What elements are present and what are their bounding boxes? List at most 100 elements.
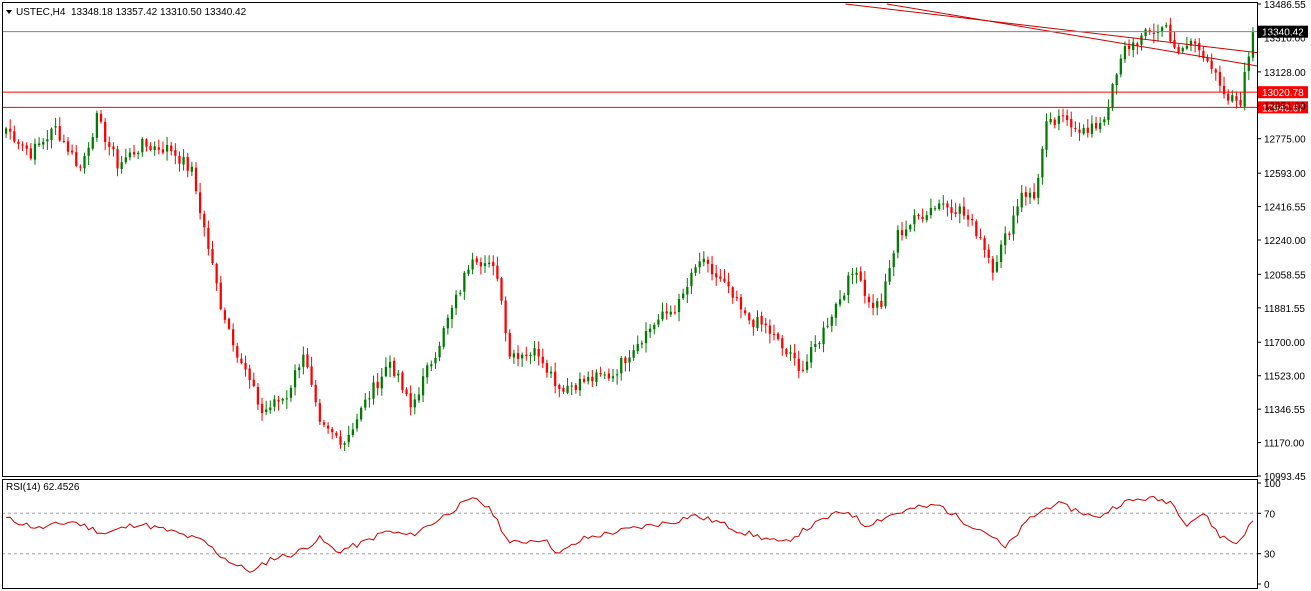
candle	[182, 149, 185, 171]
candle	[347, 425, 350, 447]
candle	[46, 130, 49, 150]
candle-body	[814, 343, 817, 347]
candle	[471, 252, 474, 275]
candle	[269, 400, 272, 414]
candle-body	[459, 292, 462, 294]
candle	[892, 250, 895, 277]
rsi-pane-border	[2, 479, 1258, 589]
candle-body	[372, 382, 375, 399]
candle-body	[578, 378, 582, 391]
candle	[302, 346, 305, 375]
candle	[99, 109, 103, 124]
rsi-pane[interactable]: 100 70 30 0	[2, 479, 1281, 591]
candle-body	[880, 300, 883, 307]
candle-body	[582, 378, 586, 382]
candle	[467, 264, 470, 276]
candle	[281, 397, 284, 405]
y-tick-label: 11346.55	[1264, 405, 1305, 416]
candle	[764, 317, 767, 334]
candle-body	[161, 149, 165, 153]
candle	[236, 342, 239, 363]
candle	[624, 355, 627, 372]
candle	[917, 213, 920, 220]
candle	[863, 270, 866, 304]
candle	[1070, 111, 1073, 137]
candle-body	[104, 121, 107, 143]
chevron-down-icon[interactable]	[6, 10, 12, 14]
candle-body	[467, 269, 470, 274]
price-pane[interactable]: 13020.78 12940.67 13340.42 13486.55 13310.00…	[2, 0, 1308, 483]
candle	[921, 208, 924, 223]
candle	[359, 406, 363, 422]
candle	[1115, 73, 1118, 95]
candle-body	[1086, 127, 1089, 133]
candle	[322, 419, 326, 428]
candle-body	[9, 128, 12, 132]
candle	[421, 368, 425, 403]
candle-body	[876, 301, 879, 308]
candle-body	[900, 230, 904, 236]
candle	[706, 256, 710, 273]
level-price-label: 12940.67	[1262, 103, 1304, 114]
candle	[987, 244, 990, 264]
candle-body	[715, 273, 718, 278]
candle	[797, 350, 800, 379]
candle-body	[653, 324, 656, 330]
candle	[1037, 173, 1040, 205]
candle	[459, 289, 462, 297]
candle-body	[314, 384, 317, 403]
candle	[331, 426, 334, 440]
candle-body	[442, 328, 445, 347]
candle-body	[376, 381, 379, 389]
candle	[649, 323, 652, 338]
candle-body	[29, 148, 32, 159]
trendline[interactable]	[845, 3, 1258, 54]
candle-body	[954, 212, 957, 215]
candle-body	[351, 429, 355, 435]
candle-body	[554, 371, 557, 386]
candle-body	[252, 379, 255, 387]
candle	[1235, 91, 1238, 109]
candle	[1127, 39, 1131, 56]
candle	[818, 341, 821, 349]
rsi-tick-label: 0	[1264, 580, 1270, 591]
candle	[145, 138, 148, 152]
candle-body	[364, 399, 367, 408]
candle	[252, 372, 255, 388]
y-tick-label: 11881.55	[1264, 304, 1305, 315]
candle	[1053, 117, 1056, 129]
candle	[900, 222, 904, 241]
candle	[512, 349, 516, 364]
candle-body	[124, 157, 127, 163]
candle-body	[826, 325, 829, 327]
candle	[203, 210, 206, 237]
candle	[219, 275, 222, 311]
candle	[190, 161, 193, 177]
candle	[1045, 113, 1048, 158]
candle-body	[368, 398, 371, 400]
candle-body	[141, 138, 144, 153]
candle	[277, 396, 280, 411]
candle	[657, 314, 660, 328]
candle-body	[1082, 127, 1085, 134]
candle-body	[1012, 215, 1015, 235]
candle	[104, 118, 107, 151]
candle-body	[884, 281, 887, 307]
candle-body	[1247, 56, 1250, 72]
candle	[413, 393, 416, 415]
candle-body	[665, 311, 668, 314]
candle-body	[801, 369, 805, 371]
candle-body	[950, 207, 953, 213]
trendline[interactable]	[886, 3, 1258, 67]
candle-body	[541, 356, 544, 364]
candle	[768, 319, 772, 344]
candle-body	[979, 237, 982, 239]
candle-body	[607, 373, 610, 379]
candle	[153, 141, 156, 156]
candle	[971, 213, 974, 226]
candle	[405, 387, 408, 397]
candle	[1020, 185, 1023, 213]
